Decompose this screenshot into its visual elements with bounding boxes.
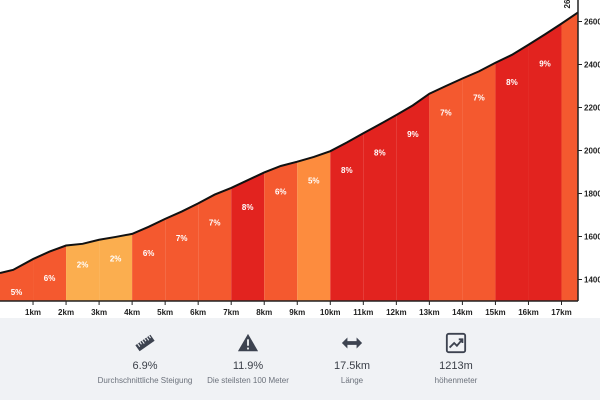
stat-elevation-gain: 1213m höhenmeter: [396, 332, 516, 386]
elevation-profile-chart: 5% 6% 2% 2% 6% 7% 7% 8% 6% 5% 8% 8% 9% 7% 7% 8% 9% 1km 2km…: [0, 0, 600, 317]
stat-value: 17.5km: [333, 360, 371, 372]
stat-label: Durchschnittliche Steigung: [97, 376, 193, 385]
gradient-label: 2%: [77, 261, 89, 270]
gradient-label: 7%: [209, 218, 221, 227]
gradient-segment: [264, 161, 298, 301]
stat-value: 6.9%: [132, 360, 158, 372]
gradient-segment: [363, 115, 397, 302]
stat-average-gradient: 6.9% Durchschnittliche Steigung: [85, 332, 205, 386]
x-tick-label: 9km: [289, 308, 305, 317]
y-tick-label: 1400m: [584, 276, 600, 285]
elevation-profile-svg: 5% 6% 2% 2% 6% 7% 7% 8% 6% 5% 8% 8% 9% 7% 7% 8% 9% 1km 2km…: [0, 0, 600, 317]
gradient-label: 5%: [11, 288, 23, 297]
gradient-segment: [495, 44, 529, 301]
gradient-segment: [66, 239, 100, 301]
gradient-label: 8%: [506, 78, 518, 87]
stat-label: Länge: [340, 376, 364, 385]
gradient-segment: [0, 259, 34, 301]
gradient-label: 7%: [176, 234, 188, 243]
gradient-label: 7%: [473, 93, 485, 102]
gradient-segment: [330, 133, 364, 301]
x-tick-label: 6km: [190, 308, 206, 317]
gradient-label: 6%: [143, 249, 155, 258]
x-tick-label: 11km: [353, 308, 373, 317]
x-tick-label: 8km: [256, 308, 272, 317]
x-tick-label: 13km: [419, 308, 439, 317]
gradient-segment: [462, 62, 496, 301]
x-tick-label: 2km: [58, 308, 74, 317]
gradient-label: 6%: [44, 274, 56, 283]
gradient-segment: [198, 187, 232, 301]
stat-length: 17.5km Länge: [292, 332, 412, 386]
trend-up-icon: [445, 332, 467, 354]
y-tick-label: 2200m: [584, 104, 600, 113]
gradient-segment: [561, 12, 578, 301]
gradient-segment: [528, 23, 562, 302]
y-tick-label: 1600m: [584, 233, 600, 242]
stat-label: Die steilsten 100 Meter: [207, 376, 289, 385]
x-tick-label: 10km: [320, 308, 340, 317]
x-tick-label: 14km: [452, 308, 472, 317]
gradient-segment: [132, 218, 166, 301]
gradient-label: 9%: [539, 60, 551, 69]
gradient-label: 7%: [440, 109, 452, 118]
x-tick-label: 7km: [223, 308, 239, 317]
x-tick-label: 17km: [551, 308, 571, 317]
gradient-segment: [429, 78, 463, 301]
x-tick-label: 12km: [386, 308, 406, 317]
stat-value: 11.9%: [232, 360, 264, 372]
x-tick-label: 3km: [91, 308, 107, 317]
ruler-icon: [135, 334, 155, 352]
x-tick-label: 1km: [25, 308, 41, 317]
stat-value: 1213m: [439, 360, 473, 372]
gradient-label: 8%: [341, 166, 353, 175]
gradient-label: 2%: [110, 255, 122, 264]
stats-panel: 6.9% Durchschnittliche Steigung 11.9% Di…: [0, 318, 600, 400]
x-tick-label: 16km: [518, 308, 538, 317]
gradient-label: 8%: [374, 148, 386, 157]
gradient-segment: [99, 233, 133, 301]
profile-line: [0, 11, 579, 275]
x-tick-label: 4km: [124, 308, 140, 317]
gradient-segment: [33, 245, 67, 301]
y-tick-label: 2400m: [584, 61, 600, 70]
x-tick-label: 5km: [157, 308, 173, 317]
gradient-label: 5%: [308, 177, 320, 186]
gradient-segment: [165, 203, 199, 301]
y-tick-label: 2600m: [584, 18, 600, 27]
stat-label: höhenmeter: [434, 376, 478, 385]
gradient-label: 8%: [242, 203, 254, 212]
stat-steepest-100m: 11.9% Die steilsten 100 Meter: [188, 332, 308, 386]
max-elevation-label: 2642m: [563, 0, 572, 8]
warning-icon: [237, 333, 259, 352]
arrows-horizontal-icon: [341, 337, 363, 349]
gradient-label: 6%: [275, 187, 287, 196]
gradient-segment: [396, 93, 430, 302]
gradient-segment: [231, 172, 265, 301]
x-tick-label: 15km: [485, 308, 505, 317]
gradient-label: 9%: [407, 130, 419, 139]
y-tick-label: 1800m: [584, 190, 600, 199]
y-tick-label: 2000m: [584, 147, 600, 156]
gradient-segment: [297, 151, 331, 301]
